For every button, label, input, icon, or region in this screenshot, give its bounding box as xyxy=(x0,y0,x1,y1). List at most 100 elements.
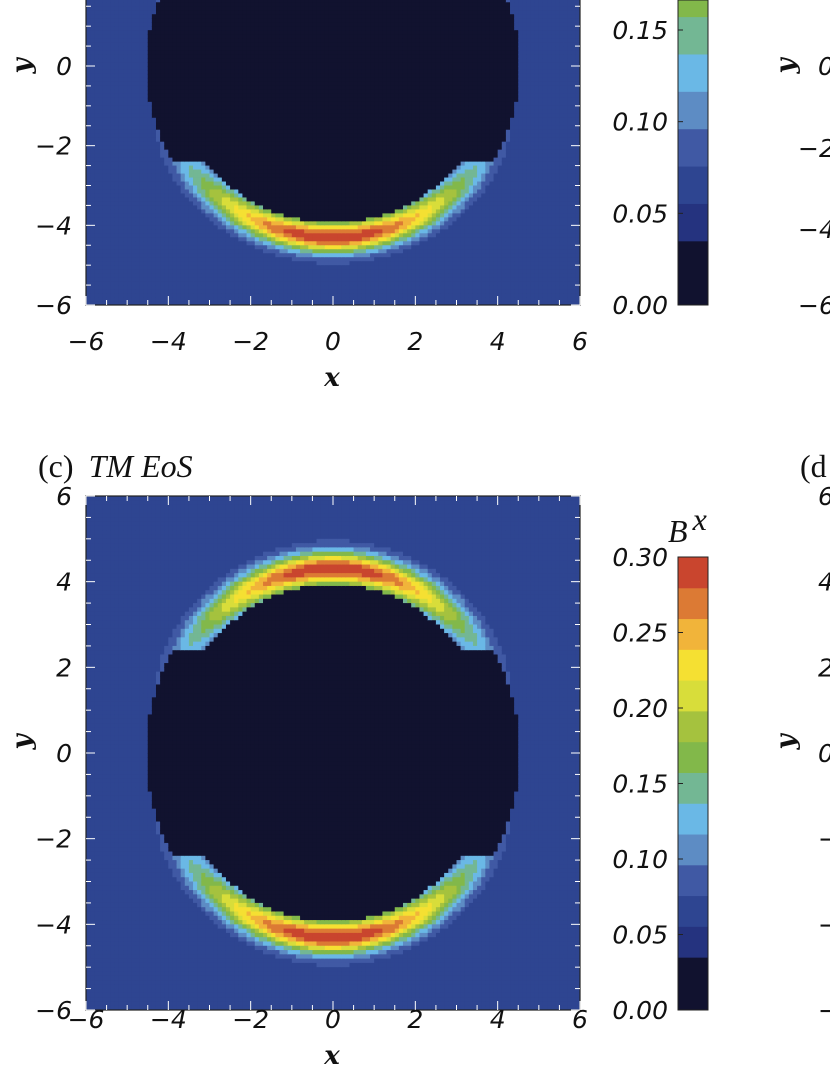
heat-cell xyxy=(123,225,128,230)
heat-cell xyxy=(246,54,252,59)
heat-cell xyxy=(114,281,120,286)
heat-cell xyxy=(184,46,190,51)
heat-cell xyxy=(234,165,239,171)
heat-cell xyxy=(90,77,95,83)
heat-cell xyxy=(201,173,206,179)
heat-cell xyxy=(118,265,124,270)
heat-cell xyxy=(135,237,141,242)
heat-cell xyxy=(114,105,120,111)
heat-cell xyxy=(86,34,91,39)
heat-cell xyxy=(90,145,95,151)
heat-cell xyxy=(230,277,235,282)
heat-cell xyxy=(94,145,99,151)
heat-cell xyxy=(102,173,108,179)
heat-cell xyxy=(143,257,149,262)
heat-cell xyxy=(197,18,202,23)
heat-cell xyxy=(135,277,141,282)
top-heatmap xyxy=(86,0,580,305)
heat-cell xyxy=(238,62,244,67)
heat-cell xyxy=(123,201,128,207)
heat-cell xyxy=(86,277,91,282)
heat-cell xyxy=(188,285,194,290)
heat-cell xyxy=(209,93,215,99)
heat-cell xyxy=(254,6,260,11)
heat-cell xyxy=(213,225,219,230)
heat-cell xyxy=(147,137,153,143)
heat-cell xyxy=(131,261,136,266)
heat-cell xyxy=(242,69,248,75)
heat-cell xyxy=(209,249,215,254)
heat-cell xyxy=(168,273,174,278)
heat-cell xyxy=(90,273,95,278)
heat-cell xyxy=(201,113,206,119)
heat-cell xyxy=(114,265,120,270)
heat-cell xyxy=(246,189,252,195)
heat-cell xyxy=(90,225,95,230)
heat-cell xyxy=(176,197,182,203)
heat-cell xyxy=(106,293,112,298)
heat-cell xyxy=(242,77,248,83)
heat-cell xyxy=(184,97,190,103)
heat-cell xyxy=(155,109,161,115)
heat-cell xyxy=(184,165,190,171)
heat-cell xyxy=(151,42,157,47)
heat-cell xyxy=(197,14,202,19)
heat-cell xyxy=(205,297,211,302)
heat-cell xyxy=(86,249,91,254)
heat-cell xyxy=(246,297,252,302)
heat-cell xyxy=(250,62,256,67)
heat-cell xyxy=(188,265,194,270)
heat-cell xyxy=(250,30,256,35)
heat-cell xyxy=(242,189,248,195)
heat-cell xyxy=(94,18,99,23)
heat-cell xyxy=(127,26,132,31)
heat-cell xyxy=(164,2,169,7)
heat-cell xyxy=(176,133,182,139)
heat-cell xyxy=(209,54,215,59)
heat-cell xyxy=(217,289,223,294)
heat-cell xyxy=(230,157,235,163)
heat-cell xyxy=(127,77,132,83)
heat-cell xyxy=(127,201,132,207)
heat-cell xyxy=(164,241,169,246)
heat-cell xyxy=(94,221,99,226)
heat-cell xyxy=(221,237,227,242)
heat-cell xyxy=(193,58,198,63)
heat-cell xyxy=(242,54,248,59)
heat-cell xyxy=(246,253,252,258)
heat-cell xyxy=(155,50,161,55)
heat-cell xyxy=(86,229,91,234)
heat-cell xyxy=(135,153,141,159)
heat-cell xyxy=(114,169,120,175)
heat-cell xyxy=(217,54,223,59)
heat-cell xyxy=(168,85,174,91)
heat-cell xyxy=(139,249,145,254)
heat-cell xyxy=(213,149,219,155)
heat-cell xyxy=(234,169,239,175)
heat-cell xyxy=(246,81,252,87)
heat-cell xyxy=(209,38,215,43)
heat-cell xyxy=(172,50,178,55)
heat-cell xyxy=(242,101,248,107)
heat-cell xyxy=(254,89,260,95)
heat-cell xyxy=(90,249,95,254)
heat-cell xyxy=(110,217,116,222)
heat-cell xyxy=(168,81,174,87)
heat-cell xyxy=(193,97,198,103)
heat-cell xyxy=(110,161,116,167)
heat-cell xyxy=(250,137,256,143)
heat-cell xyxy=(180,38,186,43)
heat-cell xyxy=(127,273,132,278)
heat-cell xyxy=(139,58,145,63)
heat-cell xyxy=(172,42,178,47)
heat-cell xyxy=(230,129,235,135)
heat-cell xyxy=(106,109,112,115)
heat-cell xyxy=(102,249,108,254)
heat-cell xyxy=(118,173,124,179)
heat-cell xyxy=(250,69,256,75)
heat-cell xyxy=(118,85,124,91)
heat-cell xyxy=(205,285,211,290)
heat-cell xyxy=(123,42,128,47)
heat-cell xyxy=(193,213,198,218)
heat-cell xyxy=(98,237,104,242)
